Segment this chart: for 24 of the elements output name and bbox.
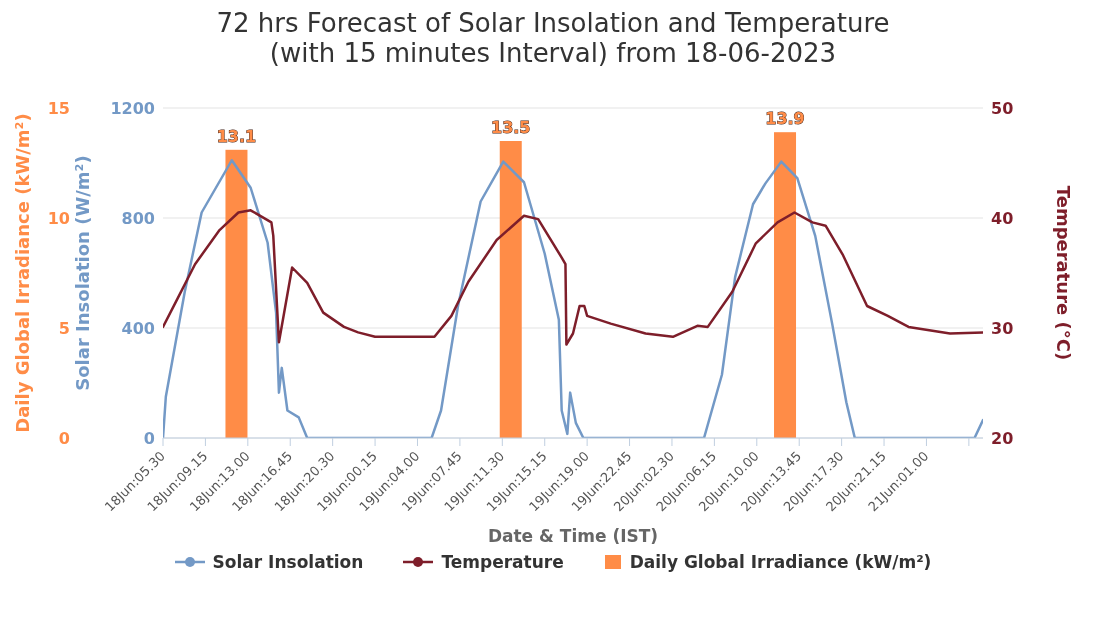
line-series xyxy=(163,209,983,346)
y2-tick-label: 30 xyxy=(991,318,1014,338)
y-tick-label: 1200 xyxy=(110,98,155,118)
legend-label: Temperature xyxy=(441,552,564,572)
y3-tick-label: 10 xyxy=(47,208,70,228)
y2-axis-title: Temperature (°C) xyxy=(1052,185,1074,361)
legend-label: Solar Insolation xyxy=(212,552,364,572)
y3-tick-label: 5 xyxy=(58,318,70,338)
y2-tick-label: 20 xyxy=(991,428,1014,448)
data-label: 13.1 xyxy=(216,126,257,146)
y2-tick-label: 40 xyxy=(991,208,1014,228)
y3-tick-label: 15 xyxy=(47,98,70,118)
data-label: 13.9 xyxy=(765,109,805,129)
y-tick-label: 400 xyxy=(121,318,155,338)
y-axis-title: Solar Insolation (W/m²) xyxy=(72,155,94,391)
y-tick-label: 800 xyxy=(121,208,155,228)
legend-label: Daily Global Irradiance (kW/m²) xyxy=(629,552,932,572)
data-label: 13.5 xyxy=(491,118,531,137)
x-axis-title: Date & Time (IST) xyxy=(487,526,659,546)
y3-axis-title: Daily Global Irradiance (kW/m²) xyxy=(12,113,34,433)
y2-tick-label: 50 xyxy=(991,98,1014,118)
chart-title: 72 hrs Forecast of Solar Insolation and Temperature (with 15 minutes Interval) from 18-06-2023 xyxy=(215,8,891,68)
y3-tick-label: 0 xyxy=(58,428,70,448)
y-tick-label: 0 xyxy=(143,428,155,448)
